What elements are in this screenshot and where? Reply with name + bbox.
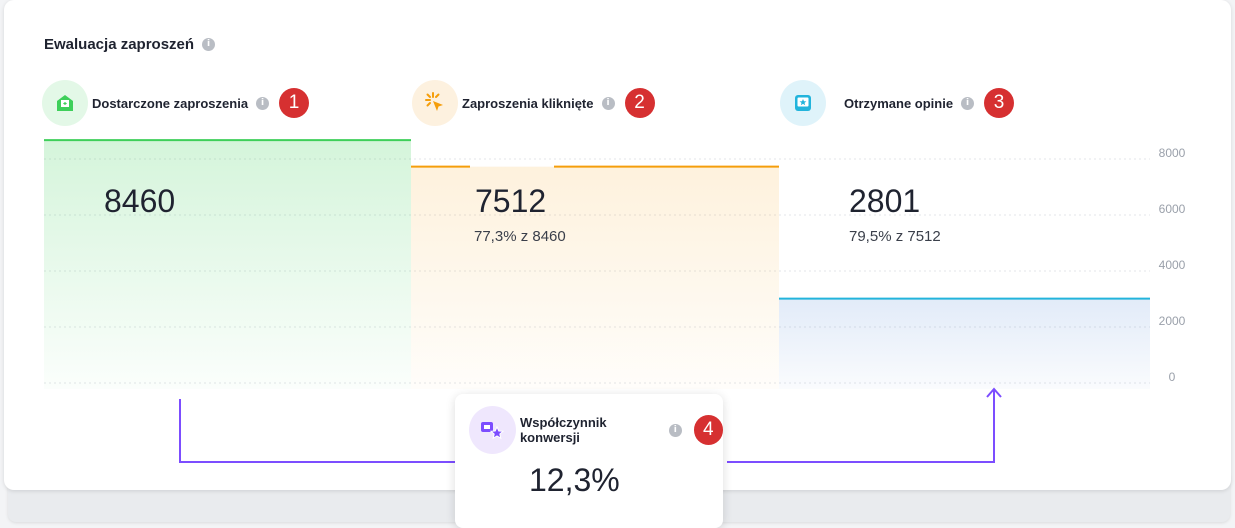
- stage-delivered-label: Dostarczone zaproszenia: [92, 95, 249, 111]
- info-icon[interactable]: i: [256, 96, 270, 110]
- value-label-reviews: 2801: [849, 183, 921, 219]
- conversion-card: Współczynnik konwersji i 4 12,3%: [455, 394, 723, 528]
- step-badge-1: 1: [279, 88, 310, 118]
- y-tick-label: 4000: [1159, 258, 1186, 272]
- sub-label-reviews: 79,5% z 7512: [849, 228, 941, 245]
- section-title-text: Ewaluacja zaproszeń: [44, 36, 195, 53]
- step-badge-2: 2: [624, 88, 655, 118]
- review-star-icon: [780, 80, 826, 126]
- stage-reviews-label: Otrzymane opinie: [844, 95, 954, 111]
- info-icon[interactable]: i: [961, 96, 975, 110]
- bar-1: [44, 140, 411, 389]
- step-badge-3: 3: [984, 88, 1015, 118]
- conversion-value: 12,3%: [529, 462, 620, 498]
- stage-delivered: Dostarczone zaproszenia i 1: [42, 80, 310, 126]
- conversion-connector-left: [179, 399, 460, 463]
- stage-reviews: Otrzymane opinie i 3: [780, 80, 1015, 126]
- step-badge-4: 4: [693, 415, 723, 445]
- bar-3: [779, 298, 1150, 389]
- value-label-delivered: 8460: [104, 183, 176, 219]
- stage-clicked: Zaproszenia kliknięte i 2: [412, 80, 655, 126]
- info-icon[interactable]: i: [668, 423, 682, 437]
- envelope-icon: [42, 80, 88, 126]
- conversion-connector-right: [727, 390, 995, 463]
- section-title: Ewaluacja zaproszeń i: [44, 36, 216, 53]
- y-tick-label: 8000: [1159, 146, 1186, 160]
- stage-clicked-label: Zaproszenia kliknięte: [462, 95, 594, 111]
- conversion-icon: [469, 406, 516, 454]
- y-tick-label: 0: [1169, 370, 1176, 384]
- y-tick-label: 6000: [1159, 202, 1186, 216]
- cursor-click-icon: [412, 80, 458, 126]
- conversion-label: Współczynnik konwersji: [519, 415, 607, 445]
- y-tick-label: 2000: [1159, 314, 1186, 328]
- conversion-arrow-icon: [986, 387, 1002, 398]
- info-icon[interactable]: i: [601, 96, 615, 110]
- bar-2: [411, 166, 779, 389]
- value-label-clicked: 7512: [475, 183, 547, 219]
- funnel-chart: 8000 6000 4000 2000 0: [44, 139, 1186, 463]
- invitation-evaluation-card: Ewaluacja zaproszeń i 8000 6000 4000 2000 0: [4, 0, 1231, 490]
- conversion-header: Współczynnik konwersji i 4: [469, 406, 723, 454]
- info-icon[interactable]: i: [202, 38, 216, 51]
- sub-label-clicked: 77,3% z 8460: [474, 228, 566, 245]
